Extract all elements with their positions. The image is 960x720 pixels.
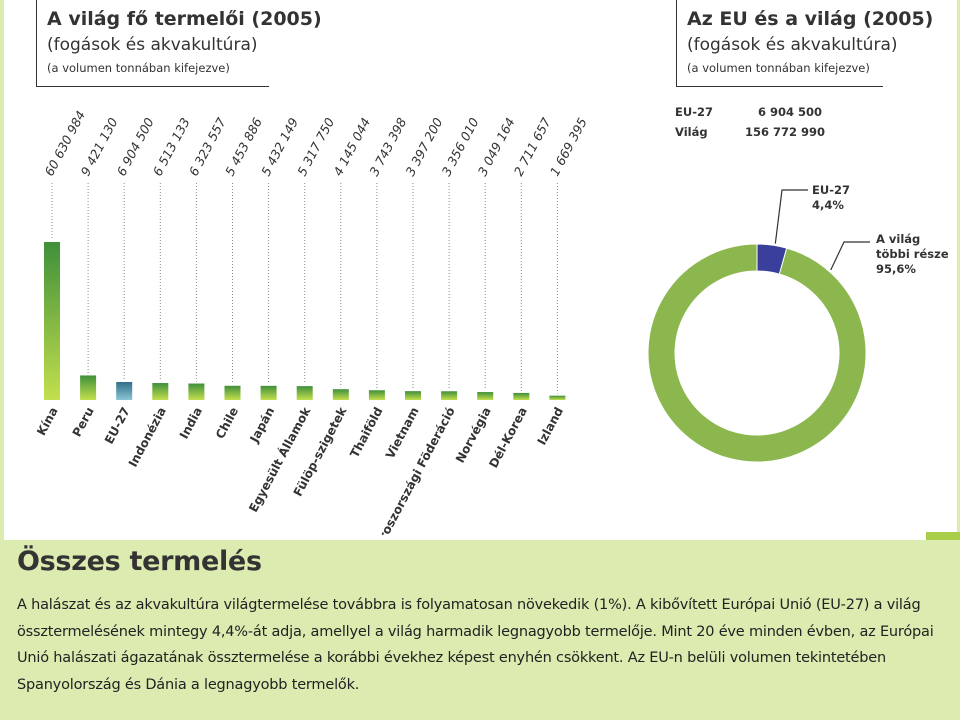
stat-world-value: 156 772 990 <box>745 125 826 139</box>
bar-category-label: Izland <box>535 405 567 448</box>
donut-label-rest-percent: 95,6% <box>876 262 916 276</box>
donut-label-rest: A világ többi része 95,6% <box>876 232 949 277</box>
summary-heading: Összes termelés <box>17 546 262 577</box>
bar-category-label: Norvégia <box>453 405 494 465</box>
bar-category-label: India <box>177 405 205 441</box>
bar-category-label: EU-27 <box>102 405 133 447</box>
donut-chart <box>647 189 870 463</box>
bar-category-label: Dél-Korea <box>486 405 530 470</box>
bar <box>80 375 97 400</box>
bar <box>116 382 133 400</box>
stat-eu-value: 6 904 500 <box>758 105 823 119</box>
summary-accent-tab <box>926 532 960 540</box>
bar <box>549 395 566 400</box>
donut-label-eu: EU-27 4,4% <box>812 183 850 213</box>
bar-category-label: Egyesült Államok <box>245 403 314 514</box>
bar <box>513 392 530 400</box>
left-title-bracket <box>36 0 269 87</box>
donut-label-eu-percent: 4,4% <box>812 198 844 212</box>
donut-slice <box>647 243 867 463</box>
left-edge-strip <box>0 0 4 540</box>
bar <box>296 386 313 400</box>
bar <box>260 385 277 400</box>
bar <box>441 391 458 400</box>
donut-label-rest-line2: többi része <box>876 247 949 261</box>
donut-leader-line <box>774 189 808 244</box>
summary-panel: Összes termelés A halászat és az akvakul… <box>0 532 960 720</box>
bar <box>477 392 494 400</box>
bar-category-label: Indonézia <box>126 405 169 470</box>
stat-eu-label: EU-27 <box>675 105 713 119</box>
right-title-bracket <box>676 0 883 87</box>
bar-category-label: Thaiföld <box>347 405 385 460</box>
left-panel-note: (a volumen tonnában kifejezve) <box>47 61 230 75</box>
left-panel-subtitle: (fogások és akvakultúra) <box>47 35 258 55</box>
bar-category-label: Chile <box>213 405 241 441</box>
right-panel-note: (a volumen tonnában kifejezve) <box>687 61 870 75</box>
bar-category-label: Japán <box>247 405 278 446</box>
right-edge-strip <box>957 0 960 540</box>
bar <box>332 389 349 400</box>
donut-label-eu-name: EU-27 <box>812 183 850 197</box>
bar-value-label: 1 669 395 <box>547 115 590 178</box>
donut-leader-line <box>830 241 870 271</box>
stat-world-label: Világ <box>675 125 708 139</box>
bar-category-label: Peru <box>70 405 97 439</box>
bar <box>224 385 241 400</box>
bar-category-label: Vietnam <box>383 405 422 461</box>
bar <box>368 390 385 400</box>
bar <box>188 383 205 400</box>
bar-category-label: Kína <box>34 405 60 438</box>
right-panel-subtitle: (fogások és akvakultúra) <box>687 35 898 55</box>
bar <box>405 391 421 400</box>
donut-label-rest-line1: A világ <box>876 232 921 246</box>
summary-paragraph: A halászat és az akvakultúra világtermel… <box>17 597 934 693</box>
bar <box>44 242 60 400</box>
bar <box>152 383 169 400</box>
left-panel-title: A világ fő termelői (2005) <box>47 8 322 30</box>
right-panel-title: Az EU és a világ (2005) <box>687 8 934 30</box>
